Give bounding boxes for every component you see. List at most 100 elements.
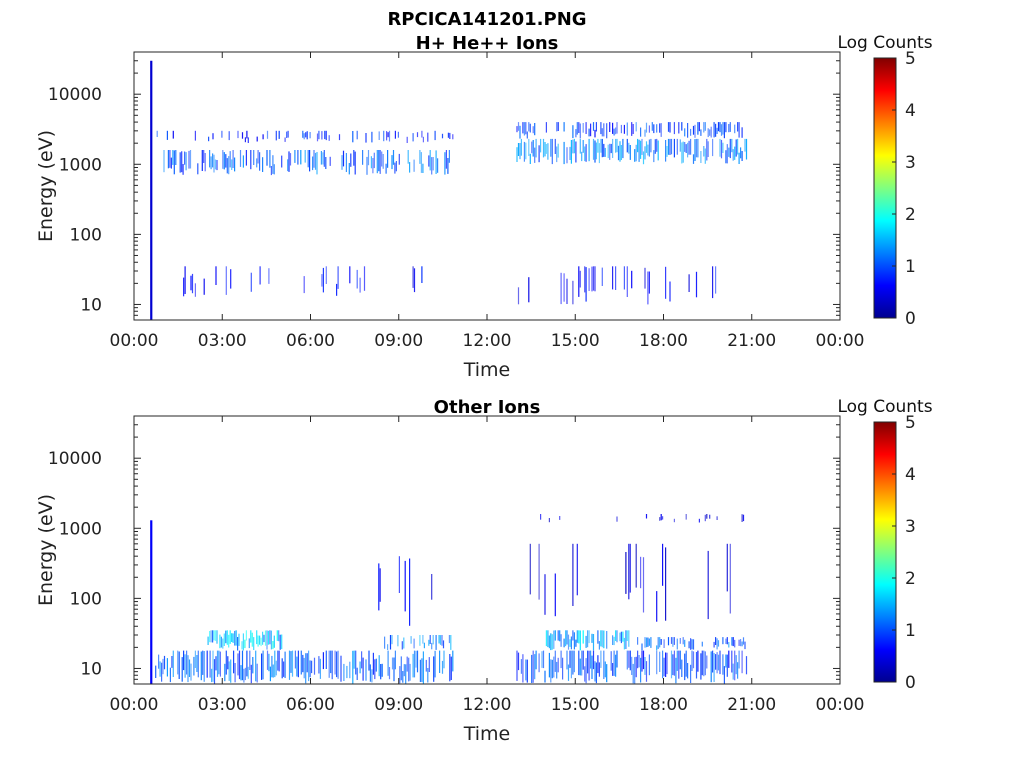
band-2-mark (246, 130, 248, 139)
band-1-mark (189, 150, 192, 169)
band-5-mark (631, 656, 633, 675)
panel-title: H+ He++ Ions (416, 33, 559, 54)
band-4-mark (722, 142, 724, 153)
band-1-mark (215, 656, 217, 671)
band-5-mark (687, 663, 689, 679)
band-1-mark (366, 156, 368, 175)
band-5-mark (692, 651, 695, 669)
band-6-mark (566, 278, 568, 304)
band-2-mark (356, 130, 358, 140)
band-4-mark (584, 146, 586, 162)
band-1-mark (419, 150, 421, 164)
band-3-mark (428, 639, 430, 646)
colorbar-tick-label: 3 (905, 517, 916, 537)
band-1-mark (277, 650, 279, 671)
band-4-mark (572, 139, 574, 154)
band-6-mark (551, 634, 553, 650)
x-tick-label: 03:00 (198, 331, 247, 351)
band-2-mark (278, 130, 280, 139)
band-1-mark (439, 650, 441, 673)
band-2-mark (241, 132, 244, 139)
band-5-mark (632, 124, 634, 134)
band-5-mark (676, 650, 678, 671)
band-7-mark (722, 637, 724, 645)
band-4-mark (731, 138, 733, 153)
band-7-mark (731, 637, 733, 646)
band-5-mark (640, 657, 642, 683)
band-1-mark (155, 665, 157, 678)
band-6-mark (669, 281, 671, 302)
band-6-mark (695, 271, 698, 298)
band-1-mark (187, 655, 189, 683)
band-1-mark (172, 150, 174, 165)
band-1-mark (444, 152, 446, 175)
band-5-mark (591, 655, 593, 679)
band-1-mark (306, 653, 308, 673)
band-3-mark (387, 644, 389, 650)
band-2-mark (237, 130, 239, 139)
band-1-mark (169, 667, 171, 683)
band-5-mark (726, 654, 728, 677)
band-1-mark (300, 150, 302, 165)
band-6-mark (548, 635, 550, 649)
band-9-mark (716, 516, 718, 520)
band-1-mark (210, 156, 212, 170)
band-6-mark (615, 630, 617, 641)
band-4-mark (641, 138, 643, 155)
band-7-mark (740, 639, 742, 647)
band-1-mark (380, 664, 382, 680)
band-5-mark (725, 654, 727, 668)
band-1-mark (422, 163, 424, 173)
band-5-mark (606, 664, 608, 683)
band-1-mark (372, 158, 374, 174)
band-1-mark (393, 657, 395, 682)
band-7-mark (672, 637, 674, 647)
band-5-mark (637, 650, 639, 669)
band-1-mark (209, 150, 211, 168)
band-3-mark (397, 635, 399, 647)
band-5-mark (588, 128, 590, 137)
band-6-mark (598, 641, 600, 650)
band-2-mark (421, 130, 423, 138)
band-5-mark (592, 650, 595, 670)
band-5-mark (590, 650, 592, 669)
x-tick-label: 15:00 (551, 331, 600, 351)
band-4-mark (554, 138, 556, 154)
band-5-mark (516, 650, 518, 681)
band-5-mark (522, 122, 524, 134)
band-1-mark (161, 662, 163, 682)
band-5-mark (532, 126, 534, 134)
spike-mark (150, 520, 153, 684)
band-4-mark (600, 138, 602, 153)
band-1-mark (385, 163, 387, 174)
band-8-mark (529, 543, 531, 595)
band-1-mark (428, 155, 430, 167)
band-3-mark (401, 641, 403, 650)
colorbar-tick-label: 5 (905, 49, 916, 69)
band-5-mark (717, 654, 720, 671)
band-1-mark (163, 150, 165, 173)
band-5-mark (644, 657, 646, 675)
band-1-mark (247, 666, 249, 679)
band-4-mark (531, 141, 533, 154)
band-1-mark (275, 660, 277, 676)
colorbar-tick-label: 2 (905, 569, 916, 589)
band-1-mark (365, 659, 367, 681)
band-4-mark (738, 152, 740, 164)
band-5-mark (662, 650, 664, 679)
band-5-mark (722, 654, 724, 675)
band-3-mark (423, 642, 425, 649)
band-4-mark (409, 558, 411, 626)
band-3-mark (337, 266, 339, 289)
band-7-mark (663, 639, 665, 648)
band-1-mark (322, 652, 324, 670)
band-3-mark (356, 269, 358, 289)
band-3-mark (435, 635, 437, 650)
band-1-mark (287, 159, 289, 172)
band-4-mark (726, 144, 728, 164)
band-3-mark (230, 269, 232, 289)
band-4-mark (592, 138, 595, 160)
band-5-mark (612, 122, 614, 134)
band-5-mark (710, 126, 712, 138)
